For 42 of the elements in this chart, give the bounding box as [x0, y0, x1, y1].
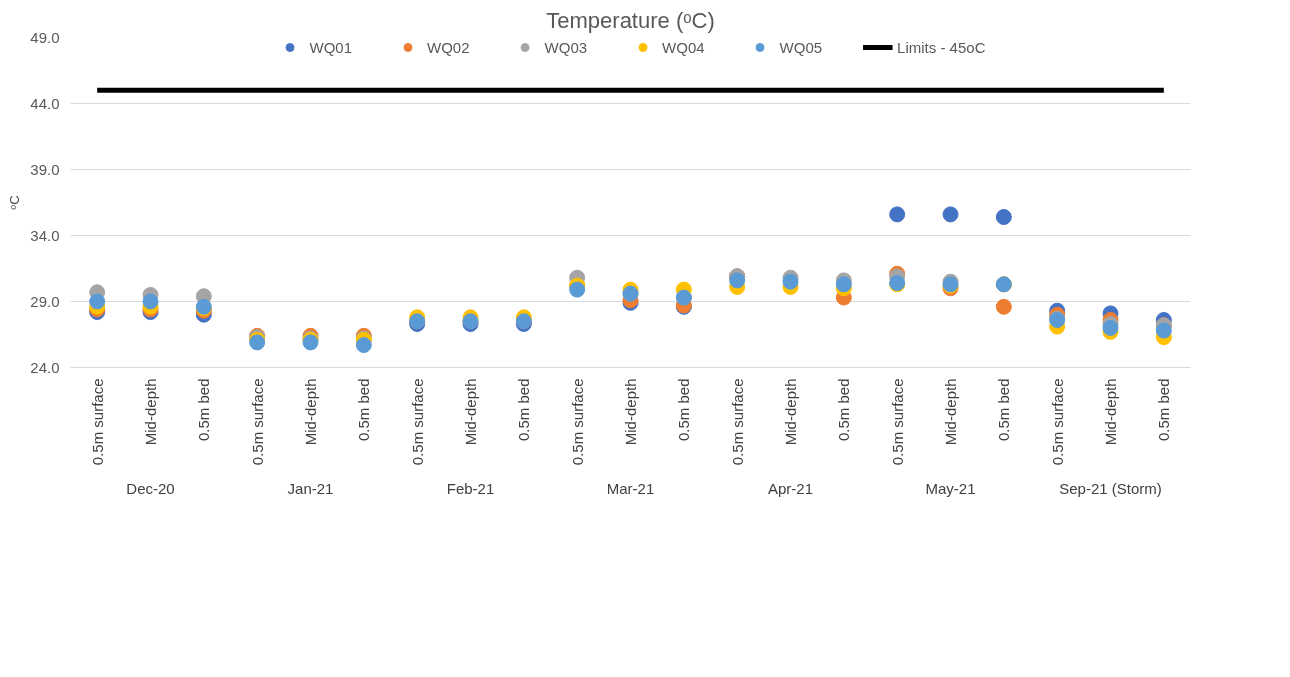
x-tick-label: Mid-depth: [782, 378, 799, 446]
x-tick-label: Mid-depth: [1102, 378, 1119, 446]
text: Jan-21: [287, 479, 334, 497]
x-tick-label: Mid-depth: [302, 378, 319, 446]
x-tick-label: 0.5m bed: [675, 378, 693, 442]
y-tick-label: 29.0: [30, 292, 60, 310]
x-tick-label: 0.5m surface: [248, 378, 266, 466]
legend-label: Limits - 45oC: [897, 38, 986, 56]
x-tick-label: 0.5m surface: [1048, 378, 1066, 466]
x-tick-label: 0.5m bed: [515, 378, 533, 442]
text: Feb-21: [446, 479, 495, 497]
x-tick-label: 0.5m bed: [355, 378, 373, 442]
x-tick-label: 0.5m surface: [888, 378, 906, 466]
text: Sep-21 (Storm): [1059, 479, 1162, 497]
y-tick-label: 44.0: [30, 94, 60, 112]
x-tick-label: 0.5m surface: [728, 378, 746, 466]
legend-label: WQ01: [309, 38, 353, 56]
legend-label: WQ03: [544, 38, 588, 56]
y-tick-label: 24.0: [30, 358, 60, 376]
x-tick-label: Mid-depth: [142, 378, 159, 446]
x-tick-label: 0.5m surface: [408, 378, 426, 466]
legend-label: WQ05: [779, 38, 823, 56]
x-tick-label: Mid-depth: [622, 378, 639, 446]
text: Dec-20: [126, 479, 175, 497]
x-tick-label: 0.5m bed: [1155, 378, 1173, 442]
legend-label: WQ04: [662, 38, 705, 56]
y-tick-label: 39.0: [30, 160, 60, 178]
x-tick-label: 0.5m bed: [195, 378, 213, 442]
text: Apr-21: [767, 479, 814, 497]
x-tick-label: 0.5m surface: [568, 378, 586, 466]
text: Mar-21: [606, 479, 655, 497]
x-tick-label: 0.5m bed: [995, 378, 1013, 442]
x-tick-label: 0.5m surface: [88, 378, 106, 466]
text: May-21: [925, 479, 976, 497]
y-axis-title: ᵒC: [7, 195, 23, 210]
y-tick-label: 49.0: [30, 28, 60, 46]
x-tick-label: Mid-depth: [462, 378, 479, 446]
y-tick-label: 34.0: [30, 226, 60, 244]
legend-label: WQ02: [427, 38, 470, 56]
x-tick-label: Mid-depth: [942, 378, 959, 446]
x-tick-label: 0.5m bed: [835, 378, 853, 442]
chart-title: Temperature (ᵒC): [546, 7, 715, 33]
